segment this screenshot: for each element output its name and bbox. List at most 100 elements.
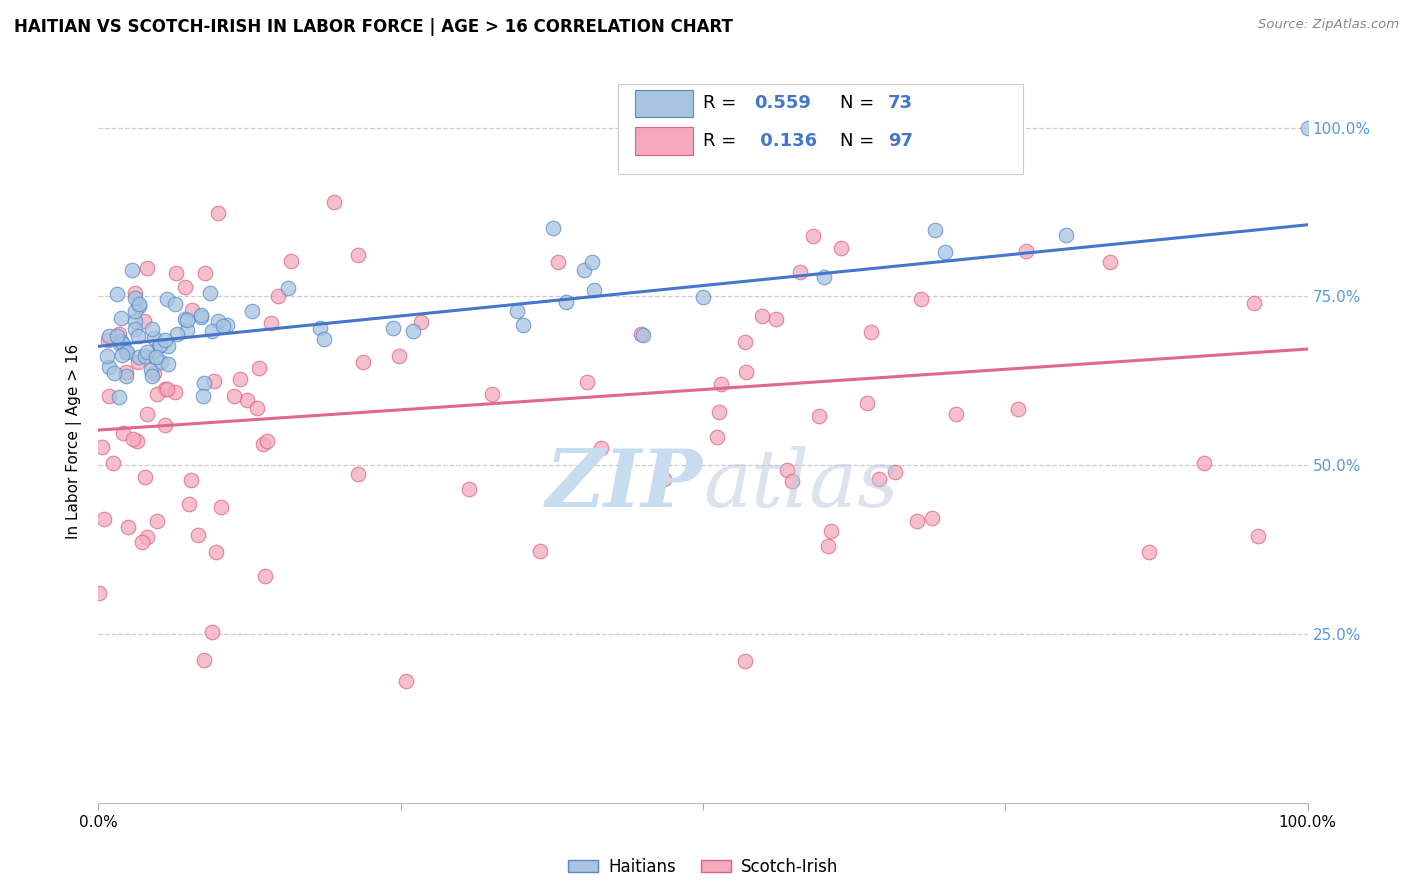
Point bbox=[1192, 456, 1215, 470]
Point bbox=[145, 350, 167, 364]
Point bbox=[735, 365, 758, 379]
Point bbox=[591, 442, 613, 456]
Point bbox=[122, 432, 145, 446]
Point bbox=[245, 401, 267, 415]
Point bbox=[124, 285, 146, 300]
Point bbox=[111, 336, 134, 351]
Point bbox=[830, 242, 852, 256]
Point bbox=[630, 326, 652, 341]
Point bbox=[190, 310, 212, 325]
Point bbox=[112, 425, 135, 440]
Point bbox=[127, 329, 149, 343]
Text: N =: N = bbox=[839, 132, 880, 150]
Point bbox=[1015, 244, 1038, 259]
Point bbox=[146, 386, 169, 401]
Point bbox=[142, 366, 165, 380]
Point bbox=[652, 472, 675, 486]
Point bbox=[347, 248, 370, 262]
Point bbox=[631, 327, 654, 342]
Point bbox=[1243, 296, 1265, 310]
Point bbox=[222, 389, 245, 403]
Point bbox=[103, 367, 125, 381]
Point bbox=[921, 510, 943, 524]
Point bbox=[765, 312, 787, 326]
Point bbox=[247, 361, 270, 376]
Point bbox=[209, 500, 232, 515]
Point bbox=[143, 351, 166, 365]
Point bbox=[242, 303, 264, 318]
Text: Source: ZipAtlas.com: Source: ZipAtlas.com bbox=[1258, 18, 1399, 31]
Point bbox=[576, 375, 599, 389]
Point bbox=[868, 471, 890, 485]
Point bbox=[308, 320, 330, 334]
Point bbox=[93, 512, 115, 526]
Point bbox=[156, 292, 179, 306]
Point bbox=[110, 311, 132, 326]
Point bbox=[97, 328, 120, 343]
Point bbox=[108, 337, 131, 351]
Point bbox=[710, 377, 733, 392]
Point bbox=[808, 409, 831, 423]
Point bbox=[734, 654, 756, 668]
Text: HAITIAN VS SCOTCH-IRISH IN LABOR FORCE | AGE > 16 CORRELATION CHART: HAITIAN VS SCOTCH-IRISH IN LABOR FORCE |… bbox=[14, 18, 733, 36]
FancyBboxPatch shape bbox=[636, 128, 693, 154]
Point bbox=[134, 350, 156, 364]
Text: R =: R = bbox=[703, 132, 742, 150]
Point bbox=[555, 294, 578, 309]
Text: ZIP: ZIP bbox=[546, 446, 703, 524]
Point bbox=[388, 350, 411, 364]
FancyBboxPatch shape bbox=[636, 90, 693, 117]
Point bbox=[153, 418, 176, 433]
Point bbox=[155, 382, 177, 396]
Point bbox=[149, 355, 172, 369]
Point bbox=[1054, 228, 1077, 243]
Point bbox=[103, 456, 125, 470]
Text: 73: 73 bbox=[889, 95, 912, 112]
Point bbox=[382, 320, 405, 334]
Point bbox=[139, 363, 162, 377]
Text: R =: R = bbox=[703, 95, 742, 112]
Point bbox=[127, 355, 149, 369]
Point bbox=[174, 312, 197, 326]
Point bbox=[194, 266, 217, 280]
Point bbox=[187, 528, 209, 542]
Point bbox=[215, 318, 238, 333]
Point bbox=[131, 535, 153, 549]
Point bbox=[856, 396, 879, 410]
Point bbox=[105, 286, 128, 301]
Point bbox=[751, 309, 773, 323]
Point bbox=[200, 285, 222, 300]
Point bbox=[166, 327, 188, 342]
Point bbox=[314, 332, 336, 346]
Point bbox=[191, 389, 214, 403]
Point bbox=[128, 299, 150, 313]
Point bbox=[165, 266, 187, 280]
Point bbox=[706, 430, 728, 444]
Point bbox=[143, 331, 166, 345]
Point bbox=[1247, 529, 1270, 543]
Point bbox=[190, 308, 212, 322]
Point bbox=[181, 303, 204, 318]
Point bbox=[128, 350, 150, 364]
Point bbox=[817, 539, 839, 553]
Point bbox=[108, 327, 131, 342]
Legend: Haitians, Scotch-Irish: Haitians, Scotch-Irish bbox=[561, 851, 845, 882]
Point bbox=[256, 434, 278, 448]
Point bbox=[236, 393, 259, 408]
Point bbox=[1007, 402, 1029, 417]
Point bbox=[193, 376, 215, 390]
Point bbox=[905, 514, 928, 528]
Text: 0.136: 0.136 bbox=[754, 132, 817, 150]
Point bbox=[924, 223, 946, 237]
Point bbox=[163, 297, 186, 311]
Point bbox=[124, 291, 146, 305]
Point bbox=[115, 369, 138, 384]
Point bbox=[883, 465, 905, 479]
Point bbox=[202, 374, 225, 388]
Point bbox=[179, 497, 201, 511]
Point bbox=[128, 297, 150, 311]
Point bbox=[176, 324, 198, 338]
Point bbox=[132, 313, 155, 327]
Text: 97: 97 bbox=[889, 132, 912, 150]
Point bbox=[789, 265, 811, 279]
